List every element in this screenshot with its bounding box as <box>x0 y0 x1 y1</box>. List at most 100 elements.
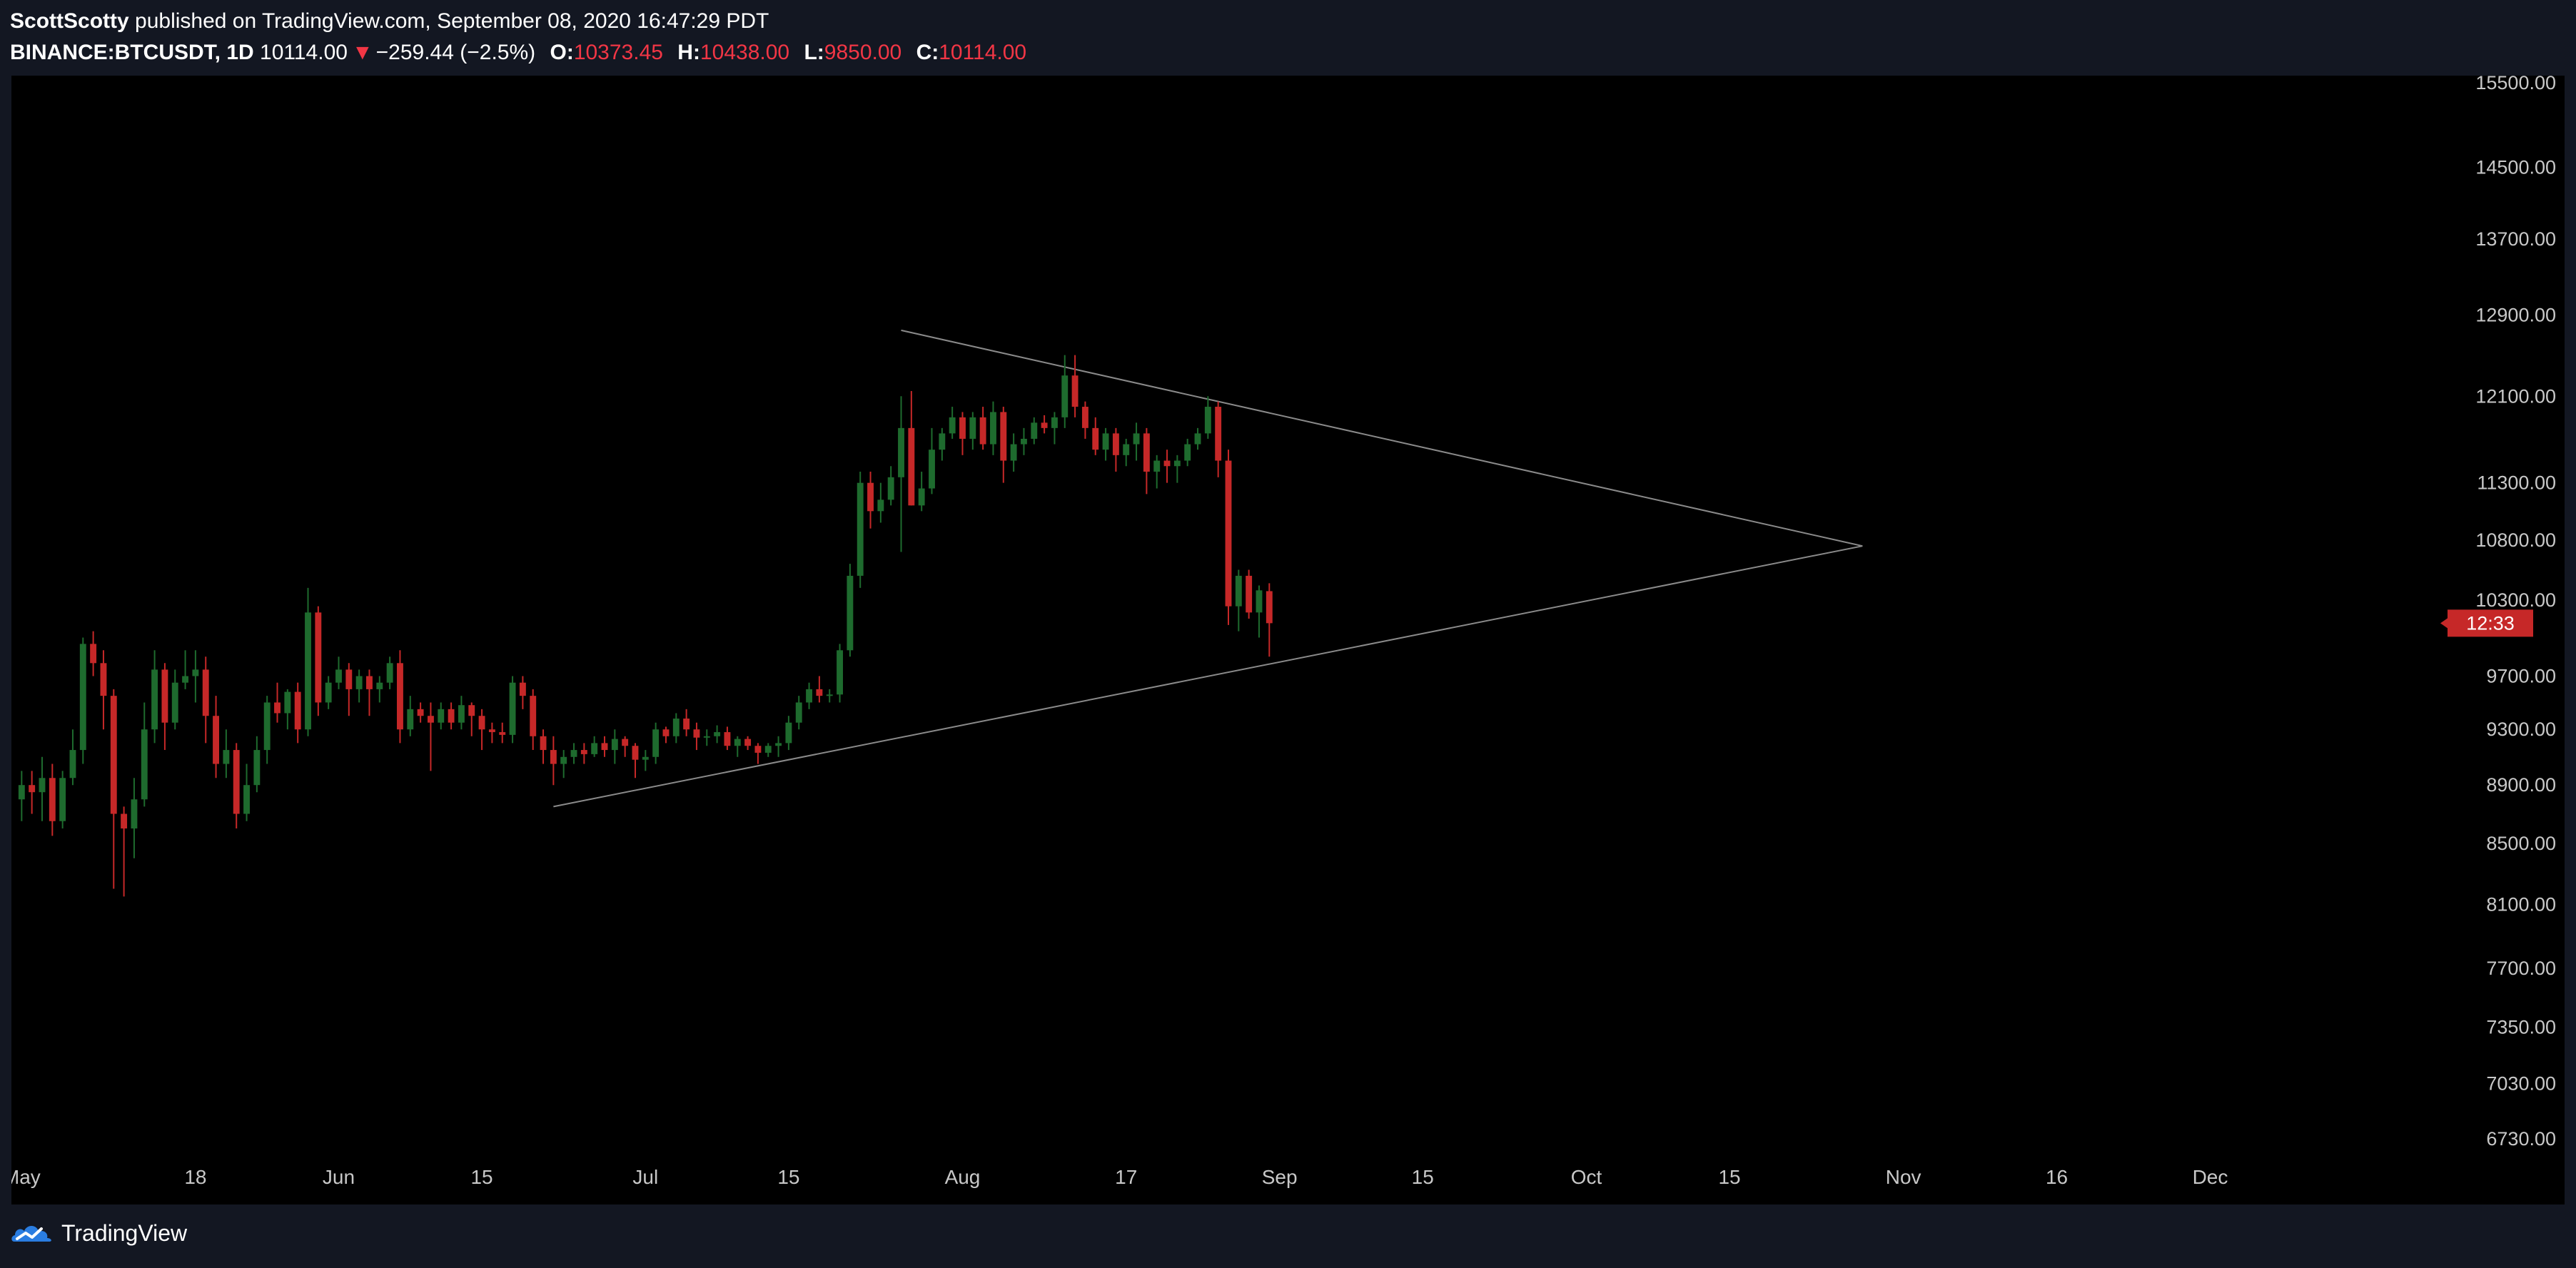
candle-body[interactable] <box>918 488 925 506</box>
candle-body[interactable] <box>386 663 393 683</box>
candle-body[interactable] <box>131 799 138 829</box>
candle-body[interactable] <box>1041 422 1048 428</box>
candle-body[interactable] <box>806 689 813 703</box>
candle-body[interactable] <box>253 750 261 786</box>
candle-body[interactable] <box>632 746 639 760</box>
candle-body[interactable] <box>1225 460 1232 607</box>
candle-body[interactable] <box>274 702 281 714</box>
candle-body[interactable] <box>785 722 792 744</box>
tradingview-cloud-icon[interactable] <box>10 1217 60 1246</box>
candle-body[interactable] <box>867 482 874 512</box>
candle-body[interactable] <box>530 696 537 736</box>
candle-body[interactable] <box>213 716 219 764</box>
candle-body[interactable] <box>355 676 363 689</box>
candle-body[interactable] <box>376 682 383 689</box>
author-name[interactable]: ScottScotty <box>10 9 129 33</box>
candle-body[interactable] <box>672 719 680 736</box>
candle-body[interactable] <box>714 732 721 736</box>
candle-body[interactable] <box>448 709 455 723</box>
candle-body[interactable] <box>949 417 956 434</box>
price-chart[interactable]: 15500.00 14500.00 13700.00 12900.00 12100.00… <box>11 76 2565 1204</box>
candle-body[interactable] <box>1133 433 1140 445</box>
candle-body[interactable] <box>795 702 802 723</box>
candle-body[interactable] <box>1102 433 1109 450</box>
candle-body[interactable] <box>263 702 271 751</box>
candle-body[interactable] <box>764 746 772 753</box>
candle-body[interactable] <box>1173 460 1181 467</box>
candle-body[interactable] <box>622 739 629 746</box>
candle-body[interactable] <box>744 739 752 746</box>
candle-body[interactable] <box>1071 375 1079 407</box>
candle-body[interactable] <box>407 709 414 730</box>
candle-body[interactable] <box>724 732 731 746</box>
candle-body[interactable] <box>837 650 843 695</box>
candle-body[interactable] <box>1163 460 1171 467</box>
candle-body[interactable] <box>754 746 762 753</box>
trendline-2[interactable] <box>553 545 1863 808</box>
candle-body[interactable] <box>959 417 966 439</box>
candle-body[interactable] <box>877 499 884 512</box>
candle-body[interactable] <box>1123 444 1130 455</box>
candle-body[interactable] <box>1194 433 1201 445</box>
candle-body[interactable] <box>438 709 445 723</box>
candle-body[interactable] <box>775 743 782 746</box>
trendline-1[interactable] <box>901 329 1863 547</box>
candle-body[interactable] <box>335 669 342 683</box>
candle-body[interactable] <box>1204 407 1211 434</box>
candle-body[interactable] <box>1051 417 1058 428</box>
candle-body[interactable] <box>1010 444 1017 461</box>
candle-body[interactable] <box>887 477 894 500</box>
candle-body[interactable] <box>1000 412 1007 461</box>
candle-body[interactable] <box>519 682 526 696</box>
candle-body[interactable] <box>969 417 976 439</box>
candle-body[interactable] <box>141 729 148 800</box>
candle-body[interactable] <box>1143 433 1150 472</box>
candle-body[interactable] <box>182 676 189 683</box>
candle-body[interactable] <box>857 482 864 576</box>
candle-body[interactable] <box>560 756 567 764</box>
candle-body[interactable] <box>233 750 240 814</box>
candle-body[interactable] <box>305 612 311 730</box>
candle-body[interactable] <box>397 663 403 730</box>
candle-body[interactable] <box>192 669 199 676</box>
candle-body[interactable] <box>703 736 710 738</box>
candle-body[interactable] <box>49 778 56 821</box>
candle-body[interactable] <box>110 696 117 814</box>
candle-body[interactable] <box>121 813 128 829</box>
candle-body[interactable] <box>488 729 495 733</box>
candle-body[interactable] <box>79 644 86 751</box>
candle-body[interactable] <box>990 412 996 445</box>
candle-body[interactable] <box>325 682 332 703</box>
candle-body[interactable] <box>580 750 587 754</box>
candle-body[interactable] <box>939 433 946 450</box>
candle-body[interactable] <box>1246 575 1253 613</box>
candle-body[interactable] <box>1266 591 1273 624</box>
brand-name[interactable]: TradingView <box>61 1220 188 1246</box>
candle-body[interactable] <box>509 682 516 735</box>
candle-body[interactable] <box>39 778 46 793</box>
candle-body[interactable] <box>29 785 36 793</box>
candle-body[interactable] <box>662 729 670 736</box>
candle-body[interactable] <box>1031 422 1038 439</box>
candle-body[interactable] <box>611 739 618 751</box>
candle-body[interactable] <box>69 750 76 778</box>
candle-body[interactable] <box>550 750 557 764</box>
candle-body[interactable] <box>171 682 178 723</box>
candle-body[interactable] <box>458 705 465 723</box>
candle-body[interactable] <box>90 644 97 664</box>
candle-body[interactable] <box>243 785 250 814</box>
candle-body[interactable] <box>929 450 935 489</box>
candle-body[interactable] <box>1112 433 1119 455</box>
candle-body[interactable] <box>1184 444 1191 461</box>
candle-body[interactable] <box>1021 438 1027 445</box>
candle-body[interactable] <box>908 427 915 506</box>
candle-body[interactable] <box>642 756 649 760</box>
candle-body[interactable] <box>59 778 66 821</box>
candle-body[interactable] <box>1153 460 1161 472</box>
candle-body[interactable] <box>734 739 741 746</box>
candle-body[interactable] <box>223 750 230 764</box>
candle-body[interactable] <box>652 729 660 757</box>
candle-body[interactable] <box>1061 375 1069 417</box>
chart-area[interactable]: 15500.00 14500.00 13700.00 12900.00 12100.00… <box>11 76 2565 1204</box>
candle-body[interactable] <box>100 663 107 696</box>
